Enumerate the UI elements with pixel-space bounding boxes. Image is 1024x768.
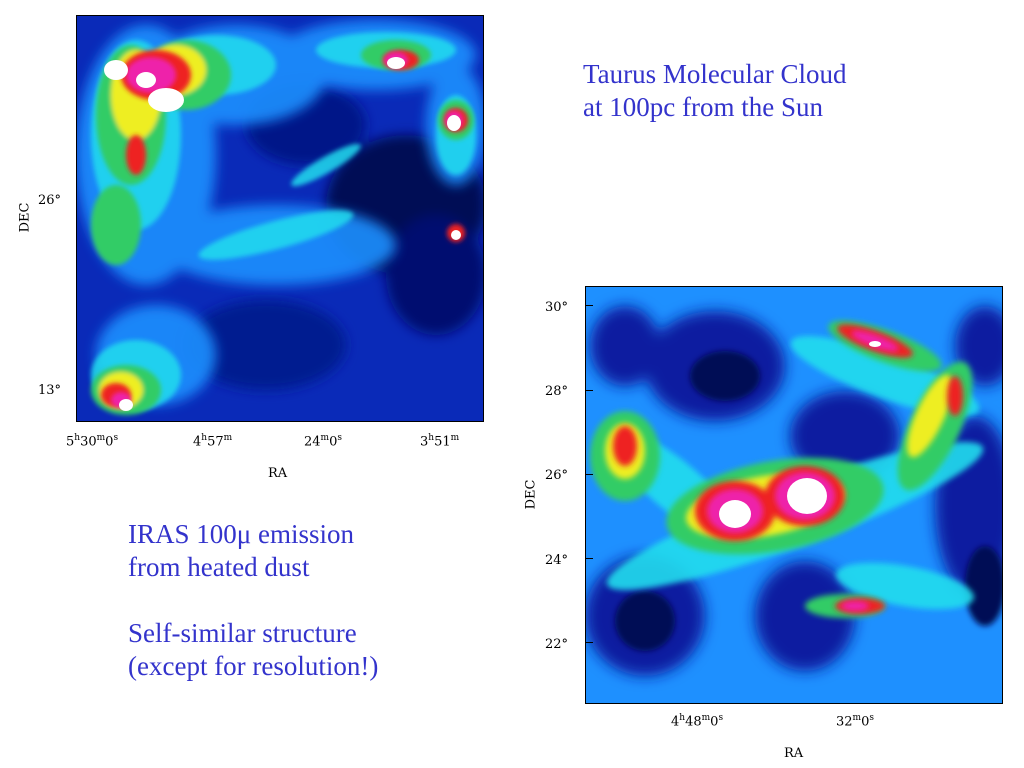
zoom-map-x-axis-label: RA [784, 746, 804, 761]
large-map-x-tick-1: 5h30m0s [66, 433, 119, 450]
large-map-x-axis-label: RA [268, 466, 288, 481]
title-line-2: at 100pc from the Sun [583, 92, 823, 122]
large-map-y-tick-13: 13° [38, 383, 62, 398]
large-map-x-tick-4: 3h51m [420, 433, 460, 450]
iras-map-zoom [585, 286, 1003, 704]
zoom-map-y-tickmark-24 [585, 558, 593, 559]
zoom-map-y-tick-22: 22° [545, 637, 569, 652]
zoom-map-x-tick-2: 32m0s [836, 713, 874, 730]
large-map-x-tick-2: 4h57m [193, 433, 233, 450]
title-line-1: Taurus Molecular Cloud [583, 59, 847, 89]
zoom-map-y-axis-label: DEC [523, 479, 539, 510]
zoom-map-y-tickmark-22 [585, 642, 593, 643]
slide-title: Taurus Molecular Cloud at 100pc from the… [583, 58, 847, 124]
large-map-y-tick-26: 26° [38, 193, 62, 208]
zoom-map-y-tick-28: 28° [545, 384, 569, 399]
large-map-y-axis-label: DEC [17, 202, 33, 233]
zoom-map-y-tickmark-26 [585, 474, 593, 475]
iras-map-large [76, 15, 484, 422]
zoom-map-y-tick-30: 30° [545, 300, 569, 315]
zoom-map-x-tick-1: 4h48m0s [671, 713, 724, 730]
large-map-x-tick-3: 24m0s [304, 433, 342, 450]
zoom-map-y-tickmark-28 [585, 390, 593, 391]
notes-line-1: IRAS 100μ emission [128, 519, 354, 549]
iras-map-large-image [76, 15, 484, 422]
notes-line-4: (except for resolution!) [128, 651, 379, 681]
notes-spacer [128, 584, 378, 617]
slide-notes: IRAS 100μ emission from heated dust Self… [128, 518, 378, 683]
zoom-map-y-tick-26: 26° [545, 468, 569, 483]
iras-map-zoom-image [585, 286, 1003, 704]
notes-line-3: Self-similar structure [128, 618, 357, 648]
zoom-map-y-tick-24: 24° [545, 553, 569, 568]
zoom-map-y-tickmark-30 [585, 305, 593, 306]
notes-line-2: from heated dust [128, 552, 310, 582]
